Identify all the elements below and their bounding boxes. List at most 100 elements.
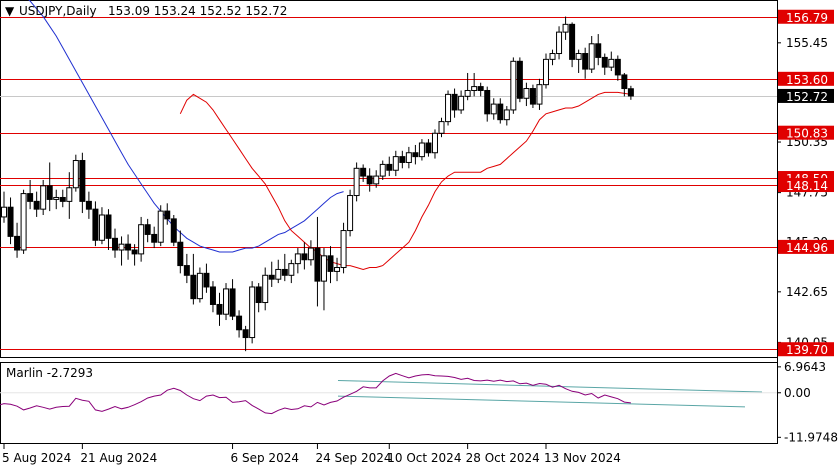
bear-candle-body xyxy=(601,56,608,68)
candle xyxy=(516,57,523,103)
candle xyxy=(536,78,543,110)
level-label: 139.70 xyxy=(786,343,828,357)
candle xyxy=(425,139,432,157)
candle xyxy=(386,156,393,177)
candle xyxy=(85,191,92,219)
bull-candle-body xyxy=(249,286,256,339)
candle xyxy=(484,86,491,122)
bull-candle-body xyxy=(157,210,164,243)
level-label-box xyxy=(778,342,834,357)
bear-candle-body xyxy=(144,224,151,235)
bear-candle-body xyxy=(477,86,484,91)
bull-candle-body xyxy=(575,53,582,60)
bull-candle-body xyxy=(196,272,203,300)
level-label: 156.79 xyxy=(786,11,828,25)
candle xyxy=(379,160,386,180)
level-label-box xyxy=(778,71,834,86)
osc-tick-label: -11.9748 xyxy=(784,430,838,444)
candle xyxy=(66,172,73,219)
candle xyxy=(125,234,132,260)
candle xyxy=(490,98,497,120)
bear-candle-body xyxy=(151,233,158,243)
bull-candle-body xyxy=(542,58,549,86)
bear-candle-body xyxy=(327,255,334,272)
candle xyxy=(582,47,589,79)
candle xyxy=(523,82,530,107)
bull-candle-body xyxy=(536,84,543,105)
level-label-box xyxy=(778,9,834,24)
bear-candle-body xyxy=(14,235,21,251)
bull-candle-body xyxy=(320,255,327,282)
candle xyxy=(608,51,615,72)
time-tick-label: 5 Aug 2024 xyxy=(2,451,71,465)
candle xyxy=(229,279,236,321)
bear-candle-body xyxy=(281,268,288,276)
time-tick-label: 21 Aug 2024 xyxy=(80,451,157,465)
candle xyxy=(177,230,184,274)
candle xyxy=(7,197,14,245)
bull-candle-body xyxy=(40,185,47,210)
candle xyxy=(627,85,634,100)
candle xyxy=(170,214,177,247)
time-tick-label: 13 Nov 2024 xyxy=(544,451,621,465)
level-label: 144.96 xyxy=(786,241,828,255)
candle xyxy=(255,283,262,313)
candle xyxy=(431,129,438,159)
bear-candle-body xyxy=(242,329,249,339)
level-label: 153.60 xyxy=(786,73,828,87)
level-label: 148.14 xyxy=(786,179,828,193)
level-label-box xyxy=(778,239,834,254)
ohlc-values: 153.09 153.24 152.52 152.72 xyxy=(108,4,287,18)
candle xyxy=(438,117,445,138)
bull-candle-body xyxy=(294,253,301,265)
bull-candle-body xyxy=(503,109,510,121)
horizontal-levels xyxy=(0,17,777,350)
symbol-timeframe: USDJPY,Daily xyxy=(19,4,97,18)
candle xyxy=(53,189,60,210)
bear-candle-body xyxy=(183,265,190,276)
bull-candle-body xyxy=(556,31,563,55)
candle xyxy=(510,57,517,114)
oscillator-pane-frame xyxy=(0,362,778,444)
bear-candle-body xyxy=(190,274,197,300)
bear-candle-body xyxy=(131,249,138,255)
marlin-oscillator xyxy=(0,372,777,415)
bull-candle-body xyxy=(262,274,269,304)
bear-candle-body xyxy=(386,163,393,171)
candle xyxy=(320,248,327,311)
bull-candle-body xyxy=(307,247,314,261)
level-label-box xyxy=(778,125,834,140)
bear-candle-body xyxy=(79,160,86,202)
bull-candle-body xyxy=(353,167,360,197)
candle xyxy=(288,259,295,284)
candle xyxy=(373,170,380,188)
bear-candle-body xyxy=(7,206,14,237)
bull-candle-body xyxy=(72,160,79,189)
level-label: 150.83 xyxy=(786,127,828,141)
current-price-box xyxy=(778,88,834,103)
candle xyxy=(190,253,197,305)
candle xyxy=(236,310,243,338)
bear-candle-body xyxy=(209,286,216,305)
osc-tick-label: 6.9643 xyxy=(784,360,826,374)
bull-candle-body xyxy=(445,93,452,123)
candle xyxy=(242,325,249,352)
bear-candle-body xyxy=(314,247,321,282)
candle xyxy=(562,16,569,40)
candle xyxy=(118,236,125,266)
candlesticks xyxy=(1,16,634,352)
candle xyxy=(621,72,628,97)
marlin-line xyxy=(0,372,631,415)
bear-candle-body xyxy=(125,243,132,251)
sma-red-line xyxy=(179,91,631,271)
bull-candle-body xyxy=(53,196,60,200)
candle xyxy=(40,179,47,215)
bear-candle-body xyxy=(216,303,223,315)
bear-candle-body xyxy=(229,288,236,317)
candle xyxy=(151,226,158,249)
bull-candle-body xyxy=(334,267,341,272)
bull-candle-body xyxy=(464,89,471,97)
bull-candle-body xyxy=(458,95,465,111)
candle xyxy=(301,242,308,270)
